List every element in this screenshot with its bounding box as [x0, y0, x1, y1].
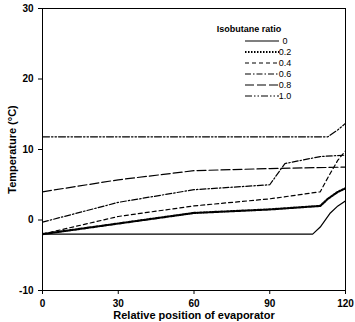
svg-text:0: 0 — [28, 214, 34, 225]
svg-text:0: 0 — [282, 36, 287, 46]
svg-text:1.0: 1.0 — [279, 91, 292, 101]
svg-text:-10: -10 — [19, 285, 34, 296]
svg-text:0: 0 — [40, 298, 46, 309]
svg-text:0.2: 0.2 — [279, 47, 292, 57]
svg-text:Isobutane ratio: Isobutane ratio — [217, 24, 282, 34]
svg-text:30: 30 — [22, 3, 34, 14]
svg-text:10: 10 — [22, 144, 34, 155]
svg-text:0.4: 0.4 — [279, 58, 292, 68]
svg-text:0.6: 0.6 — [279, 69, 292, 79]
svg-text:Temperature (°C): Temperature (°C) — [6, 105, 18, 194]
svg-text:0.8: 0.8 — [279, 80, 292, 90]
svg-text:120: 120 — [337, 298, 354, 309]
svg-text:Relative position of evaporato: Relative position of evaporator — [113, 309, 275, 321]
svg-text:30: 30 — [113, 298, 125, 309]
svg-text:60: 60 — [188, 298, 200, 309]
svg-text:90: 90 — [264, 298, 276, 309]
svg-text:20: 20 — [22, 73, 34, 84]
